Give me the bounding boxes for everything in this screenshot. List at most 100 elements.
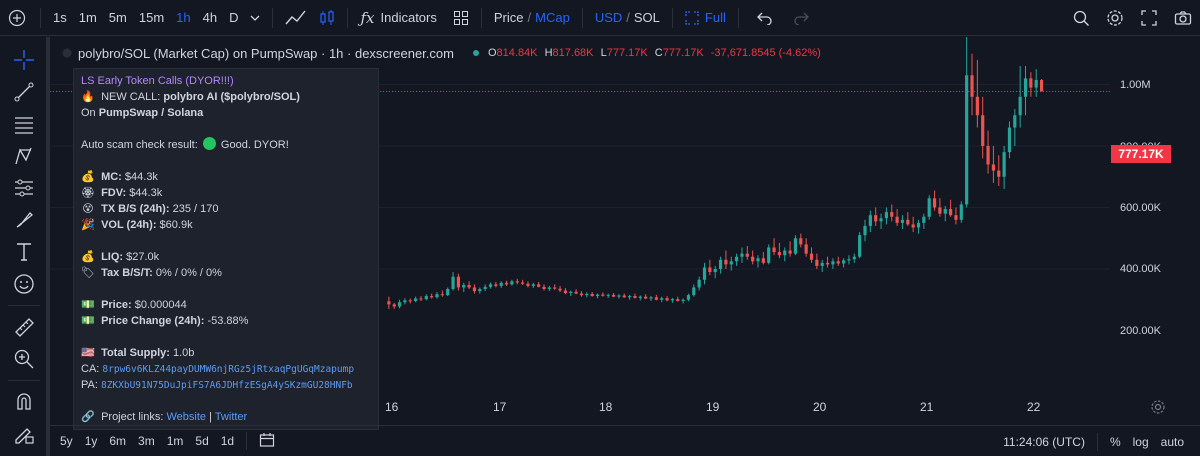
axis-settings-button[interactable] <box>1150 399 1166 420</box>
ca-label: CA: <box>81 363 100 375</box>
candle-body <box>981 115 985 146</box>
tag-icon: 🏷 <box>81 267 95 279</box>
range-5d[interactable]: 5d <box>195 434 209 448</box>
candle <box>943 205 947 222</box>
range-3m[interactable]: 3m <box>138 434 155 448</box>
undo-button[interactable] <box>751 0 779 36</box>
candle-body <box>932 198 937 208</box>
pattern-tool[interactable] <box>12 144 36 168</box>
line-chart-icon <box>285 10 307 24</box>
currency-toggle[interactable]: USD / SOL <box>589 0 666 36</box>
pair-address-link[interactable]: 8ZKXbU91N75DuJpiFS7A6JDHfzESgA4ySKzmGU28… <box>100 380 353 391</box>
candle <box>547 285 551 292</box>
candle <box>815 253 819 269</box>
interval-d[interactable]: D <box>229 10 239 25</box>
bottom-right-controls: 11:24:06 (UTC) % log auto <box>997 426 1190 456</box>
measure-tool[interactable] <box>12 315 36 339</box>
range-6m[interactable]: 6m <box>109 434 127 448</box>
layouts-button[interactable] <box>447 0 475 36</box>
party-popper-icon: 🎉 <box>81 219 95 231</box>
candle <box>403 298 407 305</box>
flag-icon: 🇺🇸 <box>81 347 95 359</box>
zoom-tool[interactable] <box>12 347 36 371</box>
search-button[interactable] <box>1064 0 1098 36</box>
candle-body <box>558 288 562 291</box>
time-axis[interactable]: 16 17 18 19 20 21 22 <box>50 396 1110 424</box>
candle-body <box>654 297 658 300</box>
stay-drawing-tool[interactable] <box>12 422 36 446</box>
candle-body <box>852 256 856 260</box>
interval-1m[interactable]: 1m <box>78 10 97 25</box>
range-5y[interactable]: 5y <box>60 434 73 448</box>
redo-button[interactable] <box>787 0 815 36</box>
candle-chart-type-button[interactable] <box>313 0 341 36</box>
range-1y[interactable]: 1y <box>84 434 98 448</box>
interval-dropdown[interactable] <box>244 0 266 36</box>
range-1m[interactable]: 1m <box>166 434 184 448</box>
contract-address-link[interactable]: 8rpw6v6KLZ44payDUMW6njRGz5jRtxaqPgUGqMza… <box>102 364 355 375</box>
fib-tool[interactable] <box>12 112 36 136</box>
candle-body <box>900 219 905 223</box>
candle <box>735 253 739 266</box>
interval-1s[interactable]: 1s <box>53 10 67 25</box>
settings-button[interactable] <box>1098 0 1132 36</box>
new-call-token: polybro AI ($polybro/SOL) <box>163 91 300 103</box>
candle-body <box>729 261 733 265</box>
candle-body <box>922 216 926 223</box>
prediction-tool[interactable] <box>12 176 36 200</box>
candle-body <box>446 288 450 296</box>
price-mcap-toggle[interactable]: Price / MCap <box>488 0 576 36</box>
candle-body <box>628 296 632 298</box>
indicators-button[interactable]: ƒx Indicators <box>354 0 442 36</box>
auto-toggle[interactable]: auto <box>1160 434 1184 449</box>
candle <box>686 293 691 302</box>
twitter-link[interactable]: Twitter <box>214 411 248 423</box>
interval-15m[interactable]: 15m <box>138 10 165 25</box>
money-bag-icon: 💰 <box>81 251 95 263</box>
trendline-tool[interactable] <box>12 80 36 104</box>
add-symbol-button[interactable] <box>0 0 34 36</box>
scam-check-value: Good. DYOR! <box>220 139 289 151</box>
price-change-label: Price Change (24h): <box>101 315 205 327</box>
snapshot-button[interactable] <box>1166 0 1200 36</box>
fullscreen-button[interactable] <box>1132 0 1166 36</box>
candle-body <box>387 301 391 305</box>
candle <box>611 292 616 298</box>
line-chart-type-button[interactable] <box>279 0 313 36</box>
candle <box>638 295 642 301</box>
full-toggle[interactable]: Full <box>679 0 732 36</box>
tx-value: 235 / 170 <box>172 203 219 215</box>
utc-clock[interactable]: 11:24:06 (UTC) <box>1003 434 1085 449</box>
price-change-value: -53.88% <box>207 315 249 327</box>
percent-toggle[interactable]: % <box>1109 434 1121 449</box>
candle-body <box>772 247 776 253</box>
log-toggle[interactable]: log <box>1132 434 1149 449</box>
candle-body <box>1018 96 1022 116</box>
magnet-tool[interactable] <box>12 390 36 414</box>
divider <box>671 7 673 28</box>
website-link[interactable]: Website <box>166 411 207 423</box>
goto-date-button[interactable] <box>253 432 281 451</box>
interval-4h[interactable]: 4h <box>202 10 218 25</box>
candle-body <box>975 96 979 116</box>
candle <box>965 37 969 208</box>
candle <box>895 209 899 226</box>
interval-1h[interactable]: 1h <box>176 10 191 25</box>
popup-title: LS Early Token Calls (DYOR!!!) <box>81 75 234 87</box>
magnet-icon <box>17 393 31 410</box>
candle-body <box>403 300 407 303</box>
range-1d[interactable]: 1d <box>220 434 235 448</box>
time-tick: 19 <box>706 400 720 414</box>
crosshair-tool[interactable] <box>12 48 36 72</box>
text-tool[interactable] <box>12 240 36 264</box>
scam-check-label: Auto scam check result: <box>81 139 198 151</box>
candle-body <box>986 146 990 165</box>
brush-tool[interactable] <box>12 208 36 232</box>
interval-5m[interactable]: 5m <box>108 10 127 25</box>
candle-body <box>467 284 471 288</box>
emoji-tool[interactable] <box>12 272 36 296</box>
candle-body <box>526 283 530 286</box>
candle <box>563 288 568 295</box>
price-label: Price: <box>101 299 132 311</box>
candle <box>809 247 814 263</box>
